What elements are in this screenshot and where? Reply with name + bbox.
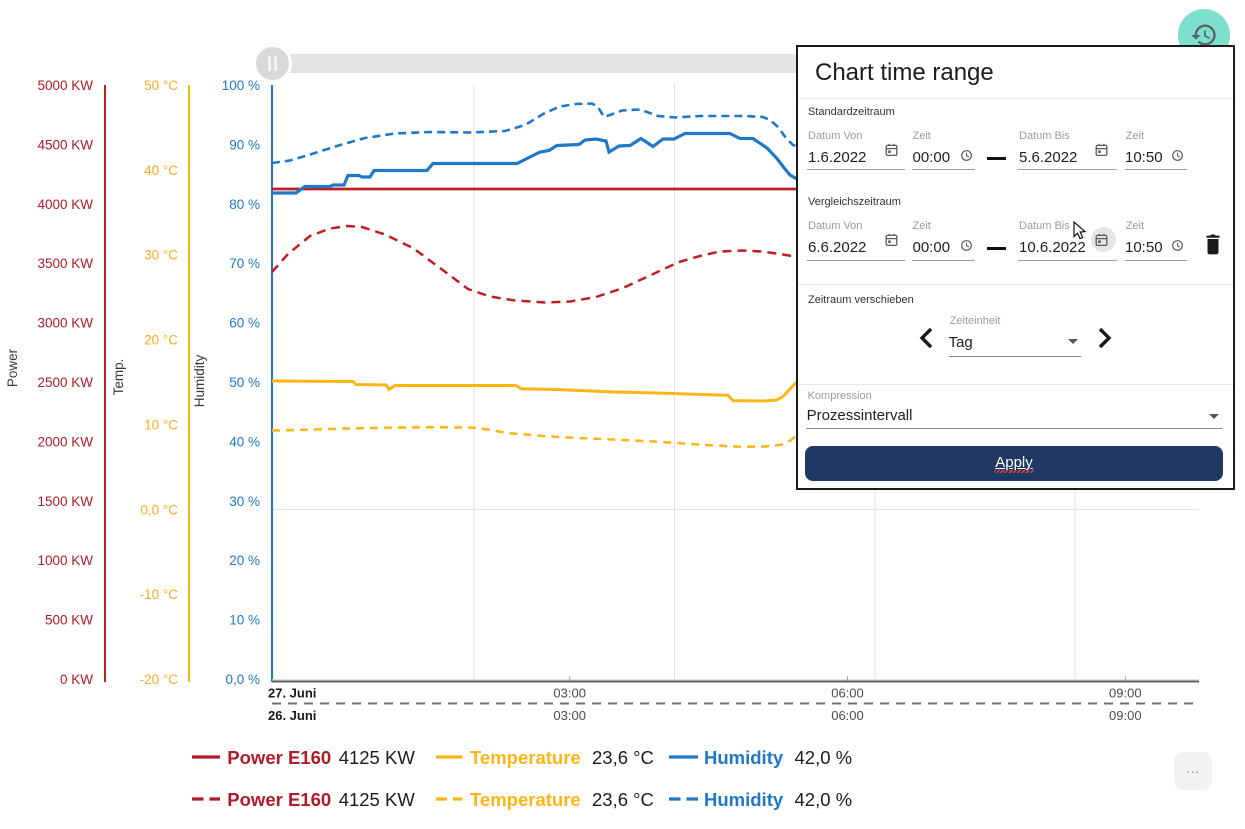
svg-text:30 %: 30 %	[229, 494, 260, 509]
svg-text:Temp.: Temp.	[111, 359, 126, 396]
svg-text:20 °C: 20 °C	[144, 333, 178, 348]
svg-text:50 °C: 50 °C	[144, 78, 178, 93]
svg-text:90 %: 90 %	[229, 137, 260, 152]
svg-text:Temperature: Temperature	[470, 747, 581, 768]
svg-text:06:00: 06:00	[831, 686, 864, 701]
svg-text:5000 KW: 5000 KW	[37, 78, 93, 93]
svg-text:42,0 %: 42,0 %	[795, 747, 853, 768]
svg-text:0,0 °C: 0,0 °C	[140, 502, 178, 517]
svg-text:09:00: 09:00	[1109, 686, 1142, 701]
svg-text:4125 KW: 4125 KW	[339, 747, 416, 768]
svg-text:2500 KW: 2500 KW	[37, 375, 93, 390]
svg-text:Temperature: Temperature	[470, 789, 581, 810]
svg-text:Power E160: Power E160	[227, 747, 331, 768]
svg-text:3500 KW: 3500 KW	[37, 256, 93, 271]
svg-text:30 °C: 30 °C	[144, 248, 178, 263]
svg-text:40 %: 40 %	[229, 434, 260, 449]
svg-text:03:00: 03:00	[553, 708, 586, 723]
svg-text:80 %: 80 %	[229, 197, 260, 212]
svg-text:1500 KW: 1500 KW	[37, 494, 93, 509]
svg-text:10 °C: 10 °C	[144, 417, 178, 432]
svg-text:40 °C: 40 °C	[144, 163, 178, 178]
svg-text:23,6 °C: 23,6 °C	[592, 789, 654, 810]
svg-text:100 %: 100 %	[222, 78, 260, 93]
svg-text:09:00: 09:00	[1109, 708, 1142, 723]
svg-text:Power E160: Power E160	[227, 789, 331, 810]
svg-text:03:00: 03:00	[553, 686, 586, 701]
svg-text:1000 KW: 1000 KW	[37, 553, 93, 568]
svg-text:4125 KW: 4125 KW	[339, 789, 416, 810]
svg-text:06:00: 06:00	[831, 708, 864, 723]
svg-text:500 KW: 500 KW	[45, 613, 93, 628]
svg-text:42,0 %: 42,0 %	[795, 789, 853, 810]
svg-text:3000 KW: 3000 KW	[37, 316, 93, 331]
svg-text:-20 °C: -20 °C	[140, 672, 179, 687]
svg-text:60 %: 60 %	[229, 316, 260, 331]
svg-text:Humidity: Humidity	[192, 354, 207, 407]
svg-text:20 %: 20 %	[229, 553, 260, 568]
svg-text:70 %: 70 %	[229, 256, 260, 271]
svg-text:50 %: 50 %	[229, 375, 260, 390]
svg-text:Humidity: Humidity	[704, 747, 784, 768]
svg-text:23,6 °C: 23,6 °C	[592, 747, 654, 768]
svg-text:0,0 %: 0,0 %	[225, 672, 260, 687]
svg-text:4000 KW: 4000 KW	[37, 197, 93, 212]
svg-text:-10 °C: -10 °C	[140, 587, 179, 602]
svg-text:26. Juni: 26. Juni	[268, 708, 316, 723]
svg-text:10 %: 10 %	[229, 613, 260, 628]
svg-text:Humidity: Humidity	[704, 789, 784, 810]
svg-text:Power: Power	[5, 348, 20, 387]
svg-text:2000 KW: 2000 KW	[37, 434, 93, 449]
svg-text:27. Juni: 27. Juni	[268, 686, 316, 701]
svg-text:0 KW: 0 KW	[60, 672, 93, 687]
svg-text:4500 KW: 4500 KW	[37, 137, 93, 152]
